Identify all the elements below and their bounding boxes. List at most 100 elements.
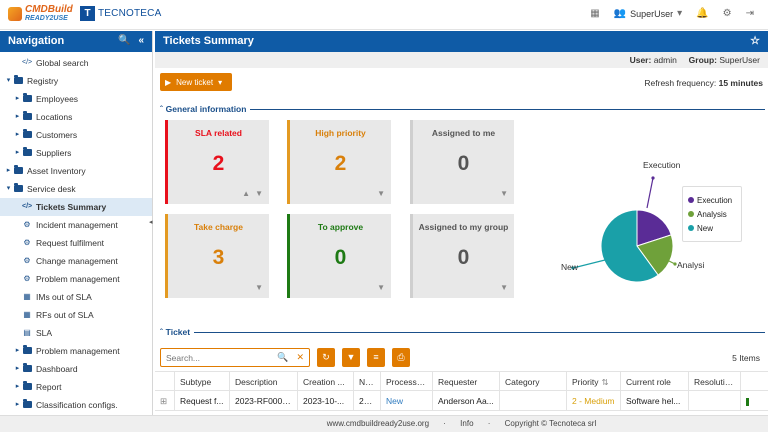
sidebar-item[interactable]: ▸ Dashboard xyxy=(0,360,152,378)
sidebar-item[interactable]: ▦ RFs out of SLA xyxy=(0,306,152,324)
sidebar-item[interactable]: </> Global search xyxy=(0,54,152,72)
expand-right-icon[interactable]: ▸ xyxy=(6,167,11,174)
gear-icon[interactable]: ⚙ xyxy=(722,8,732,19)
print-button[interactable]: ⎙ xyxy=(392,348,410,367)
pie-slice[interactable] xyxy=(636,234,674,276)
sidebar-item[interactable]: ▸ Problem management xyxy=(0,342,152,360)
sidebar-item[interactable]: </> Tickets Summary xyxy=(0,198,152,216)
expand-right-icon[interactable]: ▸ xyxy=(15,131,20,138)
folder-icon xyxy=(13,72,23,90)
collapse-nav-icon[interactable]: ◂ xyxy=(149,219,153,226)
filter-icon[interactable]: ▼ xyxy=(255,283,263,292)
legend-item[interactable]: Analysis xyxy=(688,207,736,221)
summary-card[interactable]: Take charge 3 ▼ xyxy=(165,214,269,298)
footer-site-link[interactable]: www.cmdbuildready2use.org xyxy=(326,419,430,428)
sidebar-item-label: Asset Inventory xyxy=(27,166,86,176)
sidebar-item[interactable]: ⚙ Change management xyxy=(0,252,152,270)
filter-icon[interactable]: ▼ xyxy=(255,189,263,198)
filter-icon[interactable]: ▼ xyxy=(377,189,385,198)
sidebar-item[interactable]: ▸ Asset Inventory xyxy=(0,162,152,180)
column-header[interactable]: Subtype xyxy=(175,372,230,390)
pie-slice[interactable] xyxy=(600,209,659,283)
user-menu[interactable]: 👥 SuperUser ▾ xyxy=(614,8,683,19)
footer-info-link[interactable]: Info xyxy=(460,419,474,428)
expand-right-icon[interactable]: ▸ xyxy=(15,401,20,408)
pie-slice[interactable] xyxy=(636,209,672,247)
sidebar-item[interactable]: ⚙ Problem management xyxy=(0,270,152,288)
column-header[interactable]: Nu... xyxy=(354,372,381,390)
menu-button[interactable]: ≡ xyxy=(367,348,385,367)
column-header[interactable]: Resolutio... xyxy=(689,372,741,390)
column-header[interactable]: Category xyxy=(500,372,567,390)
column-header[interactable]: Process s... xyxy=(381,372,433,390)
sidebar-item[interactable]: ▸ Locations xyxy=(0,108,152,126)
refresh-value: 15 minutes xyxy=(718,78,763,88)
sidebar-item[interactable]: ⚙ Request fulfilment xyxy=(0,234,152,252)
chart-icon[interactable]: ▲ xyxy=(242,189,251,198)
bell-icon[interactable]: 🔔 xyxy=(696,8,709,19)
summary-card[interactable]: Assigned to my group 0 ▼ xyxy=(410,214,514,298)
filter-icon[interactable]: ▼ xyxy=(500,283,508,292)
legend-item[interactable]: New xyxy=(688,221,736,235)
search-icon[interactable]: 🔍 xyxy=(117,35,131,46)
expand-right-icon[interactable]: ▸ xyxy=(15,347,20,354)
expand-down-icon[interactable]: ▾ xyxy=(6,185,11,192)
expand-row-icon[interactable]: ⊞ xyxy=(155,391,175,410)
column-header[interactable]: Requester xyxy=(433,372,500,390)
refresh-button[interactable]: ↻ xyxy=(317,348,335,367)
sidebar-item[interactable]: ▸ Suppliers xyxy=(0,144,152,162)
cmdbuild-logo: CMDBuild READY2USE xyxy=(8,5,73,23)
table-cell: Request f... xyxy=(175,391,230,410)
filter-button[interactable]: ▼ xyxy=(342,348,360,367)
clear-icon[interactable]: ✕ xyxy=(296,352,304,362)
expand-down-icon[interactable]: ▾ xyxy=(6,77,11,84)
folder-icon xyxy=(13,162,23,180)
search-icon[interactable]: 🔍 xyxy=(277,352,289,362)
logout-icon[interactable]: ⇥ xyxy=(745,8,754,19)
column-header[interactable]: Current role xyxy=(621,372,689,390)
expand-right-icon[interactable]: ▸ xyxy=(15,113,20,120)
document-icon: ▤ xyxy=(23,328,31,337)
expand-right-icon[interactable]: ▸ xyxy=(15,149,20,156)
summary-card[interactable]: Assigned to me 0 ▼ xyxy=(410,120,514,204)
sidebar-item[interactable]: ▾ Service desk xyxy=(0,180,152,198)
gear-icon: ⚙ xyxy=(23,256,31,265)
general-information-section[interactable]: ˆ General information xyxy=(160,104,765,114)
summary-card[interactable]: To approve 0 ▼ xyxy=(287,214,391,298)
column-header[interactable]: Description xyxy=(230,372,298,390)
expand-right-icon[interactable]: ▸ xyxy=(15,95,20,102)
favorite-star-icon[interactable]: ☆ xyxy=(750,35,760,47)
column-header[interactable] xyxy=(741,372,768,390)
search-input[interactable]: Search... 🔍 ✕ xyxy=(160,348,310,367)
filter-icon[interactable]: ▼ xyxy=(377,283,385,292)
column-header[interactable]: Creation ... xyxy=(298,372,354,390)
sidebar-item[interactable]: ▸ Classification configs. xyxy=(0,396,152,414)
sidebar-item[interactable]: ▸ Report xyxy=(0,378,152,396)
sidebar-item[interactable]: ▸ Employees xyxy=(0,90,152,108)
section-divider xyxy=(250,108,765,110)
chevron-up-icon: ˆ xyxy=(160,327,163,337)
column-header[interactable] xyxy=(155,372,175,390)
filter-icon[interactable]: ▼ xyxy=(500,189,508,198)
expand-right-icon[interactable]: ▸ xyxy=(15,365,20,372)
sidebar-item[interactable]: ▤ SLA xyxy=(0,324,152,342)
summary-card[interactable]: High priority 2 ▼ xyxy=(287,120,391,204)
sidebar-item[interactable]: ▾ Registry xyxy=(0,72,152,90)
column-header[interactable]: Priority ⇅ xyxy=(567,372,621,390)
collapse-all-icon[interactable]: « xyxy=(138,35,144,46)
sidebar-item[interactable]: ▸ Customers xyxy=(0,126,152,144)
calendar-icon[interactable]: ▦ xyxy=(590,8,600,19)
sidebar-item[interactable]: ▦ IMs out of SLA xyxy=(0,288,152,306)
ticket-section[interactable]: ˆ Ticket xyxy=(160,327,765,337)
new-ticket-button[interactable]: ▶ New ticket ▾ xyxy=(160,73,232,91)
table-row[interactable]: ⊞ Request f... 2023-RF0000... 2023-10-... 20… xyxy=(155,391,768,411)
ticket-grid: Subtype Description Creation ... Nu... Proce… xyxy=(155,371,768,411)
legend-item[interactable]: Execution xyxy=(688,193,736,207)
summary-card[interactable]: SLA related 2 ▲ ▼ xyxy=(165,120,269,204)
card-title: High priority xyxy=(315,128,366,138)
expand-right-icon[interactable]: ▸ xyxy=(15,383,20,390)
table-cell: Software hel... xyxy=(621,391,689,410)
sidebar-item-label: Classification configs. xyxy=(36,400,118,410)
print-icon: ⎙ xyxy=(397,352,405,362)
sidebar-item[interactable]: ⚙ Incident management xyxy=(0,216,152,234)
